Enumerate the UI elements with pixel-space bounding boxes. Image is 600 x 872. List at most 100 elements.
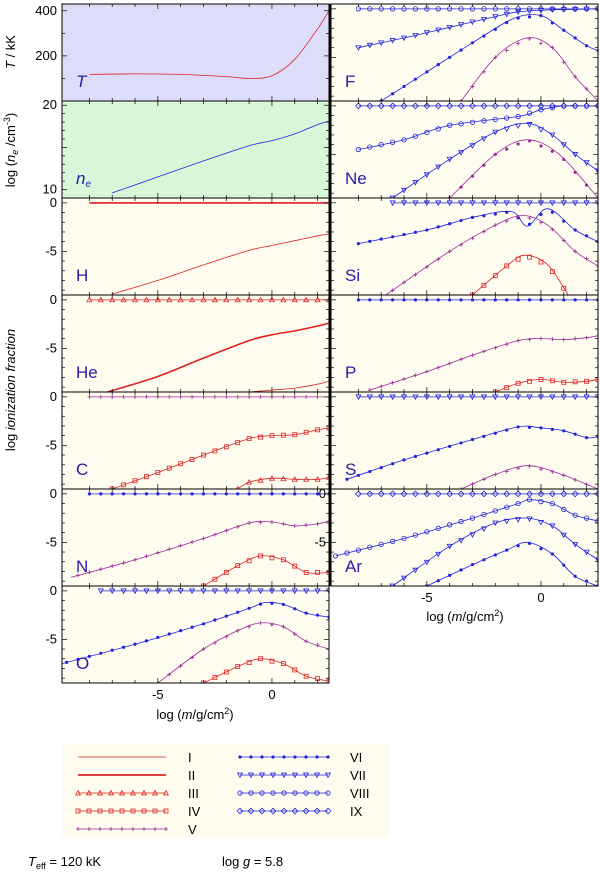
legend-marker [151,789,159,796]
legend-marker [281,790,287,796]
marker-v [201,536,206,541]
marker-iv [549,378,555,384]
y-tick-label: 10 [43,182,57,197]
marker-iv [258,553,263,559]
marker-vii [480,200,487,207]
marker-vi [167,632,171,636]
marker-vi [505,147,509,151]
marker-vii [526,8,533,15]
marker-vii [257,588,264,595]
legend-marker [120,827,124,831]
marker-vii [234,588,241,595]
legend-marker [259,790,265,796]
marker-viii [390,6,396,12]
marker-vi [436,63,440,67]
marker-iv [212,576,218,582]
marker-vi [281,602,285,607]
marker-vi [213,492,217,496]
marker-vii [457,538,465,544]
marker-v [573,336,578,341]
marker-viii [412,133,419,139]
marker-vi [516,16,520,20]
legend-marker [75,808,81,814]
marker-vi [224,492,228,496]
y-tick-label: -5 [45,631,57,646]
panel-f: F [330,3,599,102]
marker-v [481,349,486,354]
legend-marker [236,772,244,779]
marker-vii [549,394,556,401]
marker-v [550,469,555,474]
legend-label: I [188,750,192,765]
marker-viii [504,115,510,121]
marker-v [292,523,297,528]
marker-iv [269,555,275,561]
marker-iii [177,296,184,303]
marker-iv [280,432,286,438]
marker-viii [424,529,430,535]
marker-vi [76,657,80,661]
marker-vi [584,298,589,302]
marker-vi [110,492,114,496]
marker-viii [447,522,453,528]
marker-v [504,469,509,474]
marker-iv [258,434,263,440]
marker-vi [413,454,418,459]
legend-marker [119,808,125,814]
marker-v [481,229,486,234]
marker-ix [366,102,374,110]
marker-vi [527,222,532,226]
marker-ix [514,102,522,110]
marker-vi [459,48,463,52]
marker-vii [549,7,556,14]
marker-iv [515,380,521,386]
panel-background [62,295,329,392]
marker-v [315,643,320,648]
panel-label: F [345,72,355,91]
marker-v [390,380,395,385]
marker-v [447,361,452,366]
marker-v [538,467,543,472]
marker-vii [503,200,510,207]
marker-vi [493,553,497,557]
y-tick-label: -5 [45,243,57,258]
marker-v [133,557,138,562]
marker-iv [269,658,275,664]
legend-label: II [188,768,195,783]
marker-v [493,472,498,477]
marker-vi [368,298,372,302]
marker-ix [469,490,476,498]
marker-vi [391,235,395,239]
legend-marker [237,790,243,796]
legend-label: VI [350,750,362,765]
marker-vi [562,429,566,433]
marker-iv [303,570,309,575]
y-label-T: T / kK [3,35,18,69]
marker-viii [344,550,350,556]
marker-vi [413,230,418,234]
marker-v [327,519,329,524]
marker-vi [304,611,308,615]
marker-v [178,394,183,399]
legend-box [62,744,390,838]
marker-vii [400,575,408,582]
marker-viii [355,547,361,553]
marker-v [573,249,578,254]
legend-marker [108,808,114,814]
marker-vi [448,444,452,448]
marker-v [212,640,217,645]
marker-viii [481,6,487,12]
marker-vi [527,15,532,19]
marker-vi [516,298,520,302]
legend-marker [326,755,330,759]
marker-vi [167,492,171,496]
marker-v [481,69,486,74]
panel-label: Ar [345,557,362,576]
marker-iii [166,296,173,303]
marker-vii [572,7,579,13]
marker-viii [435,525,441,531]
marker-viii [492,508,498,514]
marker-v [470,482,475,487]
marker-iv [549,269,555,275]
legend-marker [313,772,321,779]
